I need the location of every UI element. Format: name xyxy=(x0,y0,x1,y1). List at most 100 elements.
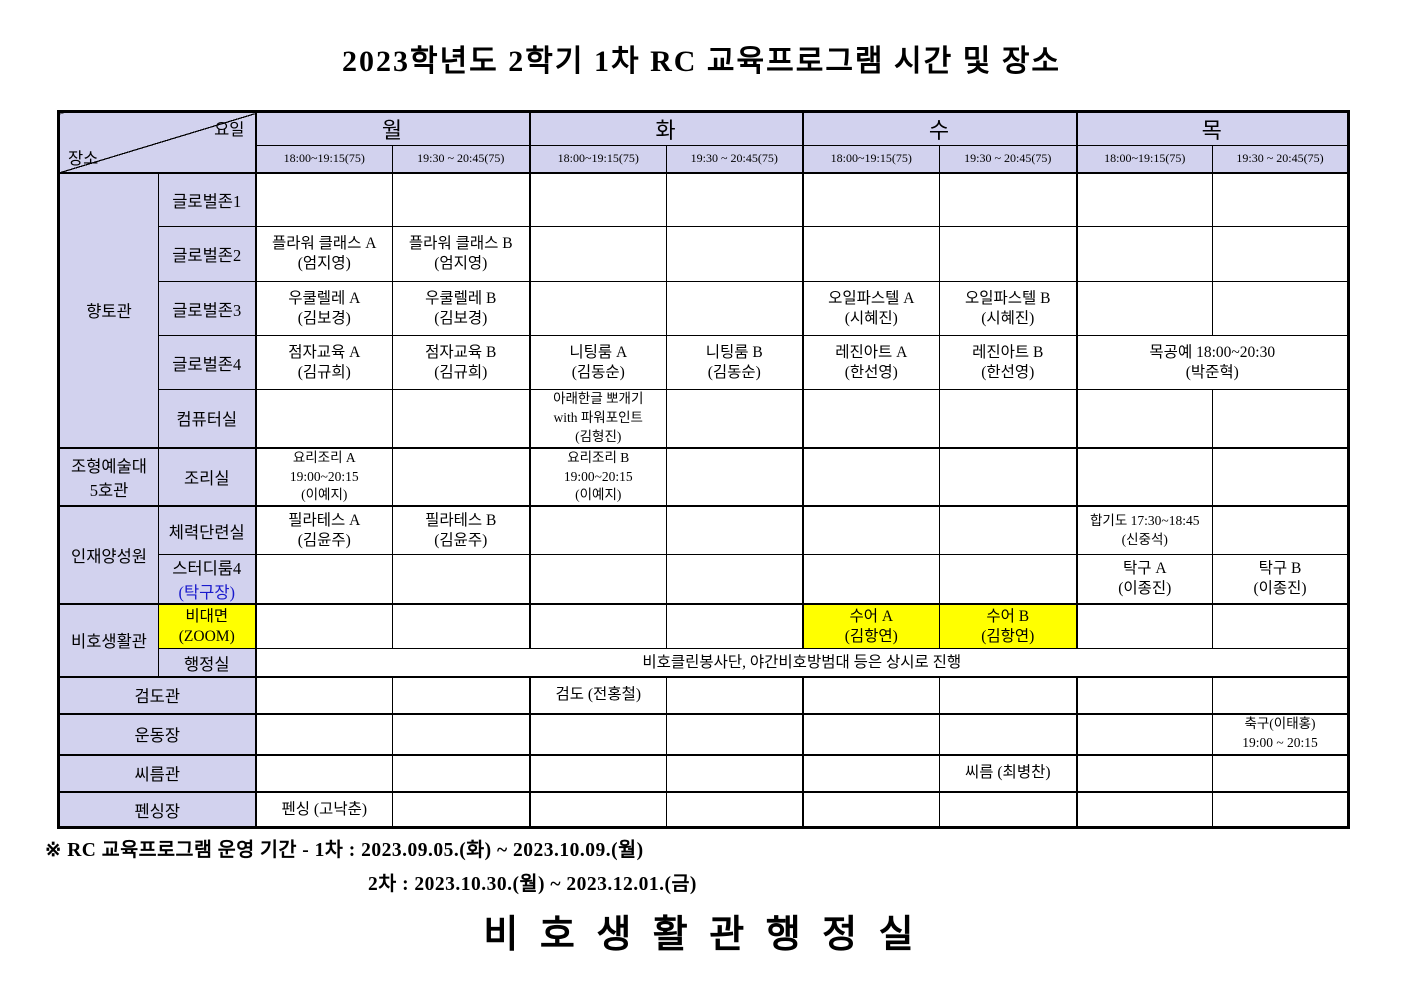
row-computer: 컴퓨터실 아래한글 뽀개기 with 파워포인트 (김형진) xyxy=(59,388,1349,449)
row-admin: 행정실 비호클린봉사단, 야간비호방범대 등은 상시로 진행 xyxy=(59,648,1349,678)
cell-online-wed-early: 수어 A (김항연) xyxy=(801,602,940,650)
room-field: 운동장 xyxy=(58,712,256,756)
empty-cell xyxy=(666,675,803,715)
empty-cell xyxy=(666,388,803,449)
program-period-note-1: ※ RC 교육프로그램 운영 기간 - 1차 : 2023.09.05.(화) … xyxy=(45,840,644,861)
empty-cell xyxy=(666,790,803,829)
cell-admin-all-days: 비호클린봉사단, 야간비호방범대 등은 상시로 진행 xyxy=(254,648,1349,678)
cell-global4-tue-late: 니팅룸 B (김동순) xyxy=(666,335,803,390)
row-global3: 글로벌존3 우쿨렐레 A (김보경) 우쿨렐레 B (김보경) 오일파스텔 A … xyxy=(59,281,1349,336)
empty-cell xyxy=(1075,446,1213,507)
cell-global2-mon-early: 플라워 클래스 A (엄지영) xyxy=(254,226,393,282)
empty-cell xyxy=(254,675,393,715)
building-injae: 인재양성원 xyxy=(58,505,159,605)
room-study4-sublabel: (탁구장) xyxy=(178,582,236,602)
empty-cell xyxy=(1212,602,1349,650)
cell-global3-wed-early: 오일파스텔 A (시혜진) xyxy=(801,281,940,336)
empty-cell xyxy=(392,553,530,605)
cell-fencing-mon-early: 펜싱 (고낙춘) xyxy=(254,790,393,829)
empty-cell xyxy=(666,602,803,650)
empty-cell xyxy=(528,505,667,555)
empty-cell xyxy=(666,226,803,282)
corner-place-label: 장소 xyxy=(68,148,99,168)
empty-cell xyxy=(254,753,393,793)
empty-cell xyxy=(939,388,1077,449)
room-computer: 컴퓨터실 xyxy=(158,388,256,449)
cell-online-wed-late: 수어 B (김항연) xyxy=(939,602,1077,650)
time-tue-early: 18:00~19:15(75) xyxy=(528,145,667,173)
empty-cell xyxy=(666,505,803,555)
empty-cell xyxy=(1075,281,1213,336)
corner-cell: 요일 장소 xyxy=(58,111,256,173)
empty-cell xyxy=(1212,753,1349,793)
time-wed-late: 19:30 ~ 20:45(75) xyxy=(939,145,1077,173)
room-admin: 행정실 xyxy=(158,648,256,678)
empty-cell xyxy=(528,226,667,282)
empty-cell xyxy=(939,790,1077,829)
row-global1: 향토관 글로벌존1 xyxy=(58,171,1349,449)
empty-cell xyxy=(392,712,530,756)
day-header-wed: 수 xyxy=(801,111,1077,146)
empty-cell xyxy=(392,446,530,507)
corner-day-label: 요일 xyxy=(214,120,245,139)
building-johyeong: 조형예술대 5호관 xyxy=(58,446,159,507)
empty-cell xyxy=(528,753,667,793)
time-tue-late: 19:30 ~ 20:45(75) xyxy=(666,145,803,173)
empty-cell xyxy=(939,712,1077,756)
empty-cell xyxy=(1212,171,1349,227)
cell-global3-wed-late: 오일파스텔 B (시혜진) xyxy=(939,281,1077,336)
empty-cell xyxy=(801,753,940,793)
empty-cell xyxy=(801,553,940,605)
cell-fitness-mon-late: 필라테스 B (김윤주) xyxy=(392,505,530,555)
row-fitness: 인재양성원 체력단련실 필라테스 A (김윤주) 필라테스 B (김윤주) 합기… xyxy=(58,505,1349,605)
empty-cell xyxy=(1075,388,1213,449)
row-study4: 스터디룸4 (탁구장) 탁구 A (이종진) 탁구 B (이종진) xyxy=(59,553,1349,605)
building-hyangto: 향토관 xyxy=(58,171,159,449)
empty-cell xyxy=(1075,602,1213,650)
time-thu-late: 19:30 ~ 20:45(75) xyxy=(1212,145,1349,173)
empty-cell xyxy=(666,753,803,793)
time-thu-early: 18:00~19:15(75) xyxy=(1075,145,1213,173)
row-fencing: 펜싱장 펜싱 (고낙춘) xyxy=(58,790,1349,829)
empty-cell xyxy=(801,446,940,507)
cell-kendo-tue-early: 검도 (전홍철) xyxy=(528,675,667,715)
row-field: 운동장 축구(이태홍) 19:00 ~ 20:15 xyxy=(58,712,1349,756)
empty-cell xyxy=(666,281,803,336)
empty-cell xyxy=(1212,446,1349,507)
empty-cell xyxy=(801,790,940,829)
room-kendo-hall: 검도관 xyxy=(58,675,256,715)
empty-cell xyxy=(392,171,530,227)
timetable: 요일 장소 월 화 수 목 18:00~19:15(75) 19:30 ~ 20… xyxy=(57,110,1350,830)
program-period-note-2: 2차 : 2023.10.30.(월) ~ 2023.12.01.(금) xyxy=(368,874,697,895)
empty-cell xyxy=(254,388,393,449)
room-fitness: 체력단련실 xyxy=(158,505,256,555)
empty-cell xyxy=(1212,281,1349,336)
empty-cell xyxy=(1075,675,1213,715)
empty-cell xyxy=(392,675,530,715)
empty-cell xyxy=(254,602,393,650)
empty-cell xyxy=(939,675,1077,715)
empty-cell xyxy=(666,446,803,507)
empty-cell xyxy=(392,602,530,650)
empty-cell xyxy=(254,712,393,756)
empty-cell xyxy=(528,553,667,605)
empty-cell xyxy=(666,712,803,756)
empty-cell xyxy=(801,505,940,555)
empty-cell xyxy=(392,388,530,449)
cell-global4-thu-merged: 목공예 18:00~20:30 (박준혁) xyxy=(1075,335,1349,390)
row-kendo: 검도관 검도 (전홍철) xyxy=(58,675,1349,715)
cell-global4-wed-early: 레진아트 A (한선영) xyxy=(801,335,940,390)
empty-cell xyxy=(1212,675,1349,715)
empty-cell xyxy=(801,226,940,282)
room-online-zoom: 비대면 (ZOOM) xyxy=(158,602,256,650)
empty-cell xyxy=(939,446,1077,507)
cell-global4-tue-early: 니팅룸 A (김동순) xyxy=(528,335,667,390)
room-global1: 글로벌존1 xyxy=(158,171,256,227)
empty-cell xyxy=(801,675,940,715)
row-global2: 글로벌존2 플라워 클래스 A (엄지영) 플라워 클래스 B (엄지영) xyxy=(59,226,1349,282)
cell-global4-mon-late: 점자교육 B (김규희) xyxy=(392,335,530,390)
empty-cell xyxy=(528,712,667,756)
empty-cell xyxy=(1212,388,1349,449)
row-online: 비호생활관 비대면 (ZOOM) 수어 A (김항연) 수어 B (김항연) xyxy=(58,602,1349,678)
